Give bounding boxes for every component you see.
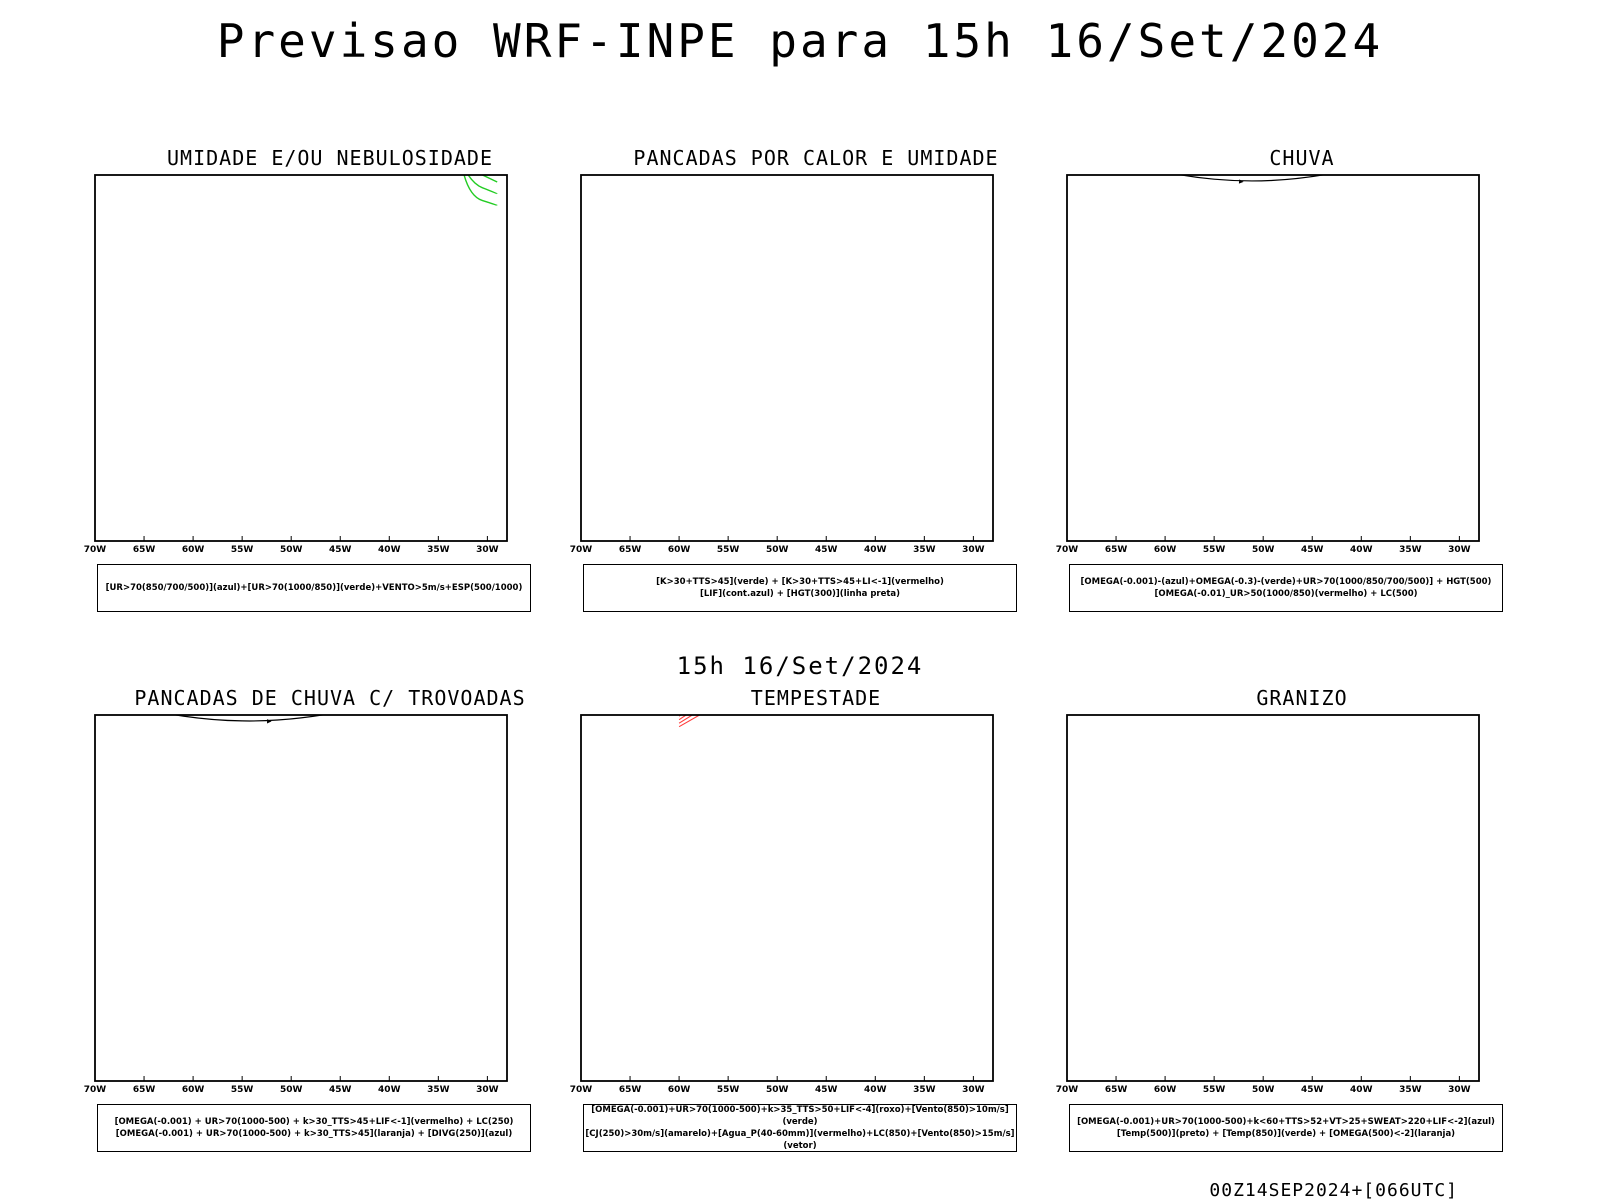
legend-line: [OMEGA(-0.001) + UR>70(1000-500) + k>30_…: [115, 1129, 513, 1139]
panel-legend: [OMEGA(-0.001)+UR>70(1000-500)+k>35_TTS>…: [583, 1104, 1017, 1152]
lon-tick-label: 65W: [619, 545, 642, 555]
legend-line: [OMEGA(-0.01)_UR>50(1000/850)(vermelho) …: [1154, 589, 1418, 599]
panel-chuva: CHUVA 58258257957657357057056756456155855…: [1052, 146, 1552, 616]
lon-tick-label: 60W: [182, 1085, 205, 1095]
lon-tick-label: 55W: [717, 545, 740, 555]
panel-legend: [OMEGA(-0.001)+UR>70(1000-500)+k<60+TTS>…: [1069, 1104, 1503, 1152]
lon-tick-label: 45W: [815, 545, 838, 555]
map-plot: 12S15S18S21S24S27S30S33S36S39S42S70W65W6…: [570, 714, 994, 1095]
lon-tick-label: 45W: [815, 1085, 838, 1095]
lon-tick-label: 55W: [231, 1085, 254, 1095]
lon-tick-label: 50W: [280, 545, 303, 555]
lon-tick-label: 45W: [329, 545, 352, 555]
panel-title: TEMPESTADE: [750, 686, 882, 710]
lon-tick-label: 65W: [1105, 545, 1128, 555]
lon-tick-label: 70W: [84, 1085, 107, 1095]
map-plot: 58258257957657357057056756456155855512S1…: [1056, 174, 1480, 555]
lon-tick-label: 40W: [378, 545, 401, 555]
panel-umidade: UMIDADE E/OU NEBULOSIDADE 100810121016102…: [80, 146, 580, 616]
lon-tick-label: 70W: [570, 545, 593, 555]
map-plot: 9600960096009520952094409440936093609280…: [570, 174, 994, 555]
lon-tick-label: 40W: [1350, 1085, 1373, 1095]
panel-title: GRANIZO: [1256, 686, 1348, 710]
map-plot: 1008101210161020102410241020576570564558…: [84, 174, 508, 555]
panel-row-subtitle: 15h 16/Set/2024: [676, 652, 924, 680]
legend-line: [Temp(500)](preto) + [Temp(850)](verde) …: [1116, 1129, 1456, 1139]
lon-tick-label: 40W: [864, 1085, 887, 1095]
panel-title: PANCADAS DE CHUVA C/ TROVOADAS: [134, 686, 526, 710]
lon-tick-label: 70W: [1056, 1085, 1079, 1095]
panel-trovoadas: PANCADAS DE CHUVA C/ TROVOADAS12S15S18S2…: [80, 686, 580, 1156]
lon-tick-label: 50W: [766, 545, 789, 555]
lon-tick-label: 50W: [1252, 545, 1275, 555]
lon-tick-label: 30W: [962, 1085, 985, 1095]
panel-legend: [UR>70(850/700/500)](azul)+[UR>70(1000/8…: [97, 564, 531, 612]
legend-line: [OMEGA(-0.001)-(azul)+OMEGA(-0.3)-(verde…: [1080, 577, 1492, 587]
run-stamp: 00Z14SEP2024+[066UTC]: [1209, 1180, 1458, 1201]
legend-line: [OMEGA(-0.001)+UR>70(1000-500)+k>35_TTS>…: [591, 1105, 1009, 1127]
panel-title: UMIDADE E/OU NEBULOSIDADE: [166, 146, 494, 170]
map-plot: -15-15-18-21-21-2463121512S15S18S21S24S2…: [1056, 714, 1480, 1095]
panel-pancadas-calor: PANCADAS POR CALOR E UMIDADE 960096009600…: [566, 146, 1066, 616]
lon-tick-label: 45W: [1301, 545, 1324, 555]
lon-tick-label: 30W: [476, 545, 499, 555]
lon-tick-label: 45W: [1301, 1085, 1324, 1095]
panel-legend: [K>30+TTS>45](verde) + [K>30+TTS>45+LI<-…: [583, 564, 1017, 612]
legend-line: [CJ(250)>30m/s](amarelo)+[Agua_P(40-60mm…: [585, 1129, 1015, 1151]
lon-tick-label: 45W: [329, 1085, 352, 1095]
lon-tick-label: 65W: [1105, 1085, 1128, 1095]
lon-tick-label: 35W: [1399, 545, 1422, 555]
panel-granizo: GRANIZO -15-15-18-21-21-2463121512S15S18S…: [1052, 686, 1552, 1156]
lon-tick-label: 50W: [280, 1085, 303, 1095]
lon-tick-label: 65W: [133, 545, 156, 555]
lon-tick-label: 60W: [1154, 545, 1177, 555]
lon-tick-label: 35W: [427, 545, 450, 555]
map-plot: 12S15S18S21S24S27S30S33S36S39S42S70W65W6…: [84, 714, 508, 1095]
panel-legend: [OMEGA(-0.001) + UR>70(1000-500) + k>30_…: [97, 1104, 531, 1152]
panel-title: PANCADAS POR CALOR E UMIDADE: [633, 146, 999, 170]
lon-tick-label: 30W: [476, 1085, 499, 1095]
lon-tick-label: 35W: [427, 1085, 450, 1095]
panel-tempestade: TEMPESTADE12S15S18S21S24S27S30S33S36S39S…: [566, 686, 1066, 1156]
lon-tick-label: 70W: [1056, 545, 1079, 555]
lon-tick-label: 65W: [133, 1085, 156, 1095]
lon-tick-label: 55W: [1203, 545, 1226, 555]
lon-tick-label: 40W: [378, 1085, 401, 1095]
lon-tick-label: 60W: [182, 545, 205, 555]
lon-tick-label: 70W: [570, 1085, 593, 1095]
legend-line: [UR>70(850/700/500)](azul)+[UR>70(1000/8…: [105, 583, 523, 593]
legend-line: [OMEGA(-0.001) + UR>70(1000-500) + k>30_…: [114, 1117, 514, 1127]
lon-tick-label: 50W: [766, 1085, 789, 1095]
legend-line: [LIF](cont.azul) + [HGT(300)](linha pret…: [699, 589, 901, 599]
lon-tick-label: 60W: [668, 1085, 691, 1095]
panel-legend: [OMEGA(-0.001)-(azul)+OMEGA(-0.3)-(verde…: [1069, 564, 1503, 612]
lon-tick-label: 60W: [1154, 1085, 1177, 1095]
lon-tick-label: 65W: [619, 1085, 642, 1095]
lon-tick-label: 30W: [1448, 1085, 1471, 1095]
lon-tick-label: 60W: [668, 545, 691, 555]
lon-tick-label: 40W: [864, 545, 887, 555]
lon-tick-label: 55W: [717, 1085, 740, 1095]
lon-tick-label: 35W: [913, 1085, 936, 1095]
lon-tick-label: 35W: [913, 545, 936, 555]
lon-tick-label: 50W: [1252, 1085, 1275, 1095]
lon-tick-label: 70W: [84, 545, 107, 555]
lon-tick-label: 55W: [1203, 1085, 1226, 1095]
panel-title: CHUVA: [1269, 146, 1335, 170]
lon-tick-label: 30W: [1448, 545, 1471, 555]
lon-tick-label: 55W: [231, 545, 254, 555]
main-title: Previsao WRF-INPE para 15h 16/Set/2024: [216, 14, 1384, 68]
lon-tick-label: 40W: [1350, 545, 1373, 555]
legend-line: [K>30+TTS>45](verde) + [K>30+TTS>45+LI<-…: [656, 577, 944, 587]
lon-tick-label: 35W: [1399, 1085, 1422, 1095]
legend-line: [OMEGA(-0.001)+UR>70(1000-500)+k<60+TTS>…: [1077, 1117, 1495, 1127]
lon-tick-label: 30W: [962, 545, 985, 555]
